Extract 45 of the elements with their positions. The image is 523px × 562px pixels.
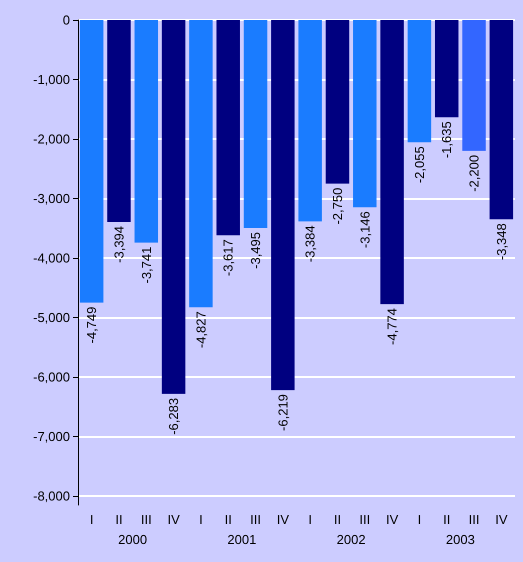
data-label: -2,750 — [330, 188, 345, 225]
y-tick-label: -1,000 — [33, 72, 70, 88]
x-tick-label: IV — [386, 512, 399, 527]
data-label: -3,617 — [220, 239, 236, 276]
data-label: -2,200 — [466, 154, 482, 192]
x-tick-label: II — [443, 512, 450, 527]
data-label: -6,219 — [275, 394, 290, 431]
text: 2001 — [227, 532, 256, 547]
y-tick-label: -2,000 — [33, 132, 70, 147]
y-tick-label: -5,000 — [33, 310, 70, 326]
data-label: -1,635 — [439, 121, 454, 158]
data-label: -3,384 — [302, 225, 318, 262]
data-label: -3,146 — [357, 211, 372, 248]
data-label: -3,394 — [111, 226, 126, 263]
data-label: -3,495 — [248, 232, 264, 269]
x-tick-label: IV — [276, 512, 290, 527]
y-tick-label: -7,000 — [33, 429, 70, 444]
data-label: -3,348 — [494, 223, 509, 260]
x-tick-label: III — [250, 512, 261, 527]
x-tick-label: II — [115, 512, 123, 527]
y-tick-label: -4,000 — [33, 250, 70, 266]
x-tick-label: I — [418, 512, 422, 527]
y-tick-label: 0 — [62, 12, 70, 28]
x-tick-label: III — [468, 512, 480, 527]
x-tick-label: III — [359, 512, 370, 527]
data-label: -4,774 — [384, 308, 400, 345]
x-tick-label: IV — [167, 512, 180, 527]
text: 2003 — [446, 532, 475, 547]
data-label: -4,827 — [193, 311, 208, 348]
y-tick-label: -8,000 — [33, 488, 70, 504]
x-tick-label: I — [199, 512, 203, 527]
x-tick-label: II — [334, 512, 342, 527]
x-tick-label: III — [140, 512, 152, 527]
y-tick-label: -6,000 — [33, 370, 70, 385]
x-tick-label: II — [224, 512, 232, 527]
y-tick-label: -3,000 — [33, 191, 70, 206]
data-label: -4,749 — [84, 306, 100, 344]
data-label: -2,055 — [412, 146, 427, 184]
text: 2002 — [336, 532, 366, 547]
x-tick-label: I — [308, 512, 312, 527]
data-label: -6,283 — [166, 398, 182, 435]
x-tick-label: IV — [495, 512, 508, 527]
x-tick-label: I — [90, 512, 94, 527]
data-label: -3,741 — [138, 246, 154, 284]
text: 2000 — [118, 532, 148, 547]
